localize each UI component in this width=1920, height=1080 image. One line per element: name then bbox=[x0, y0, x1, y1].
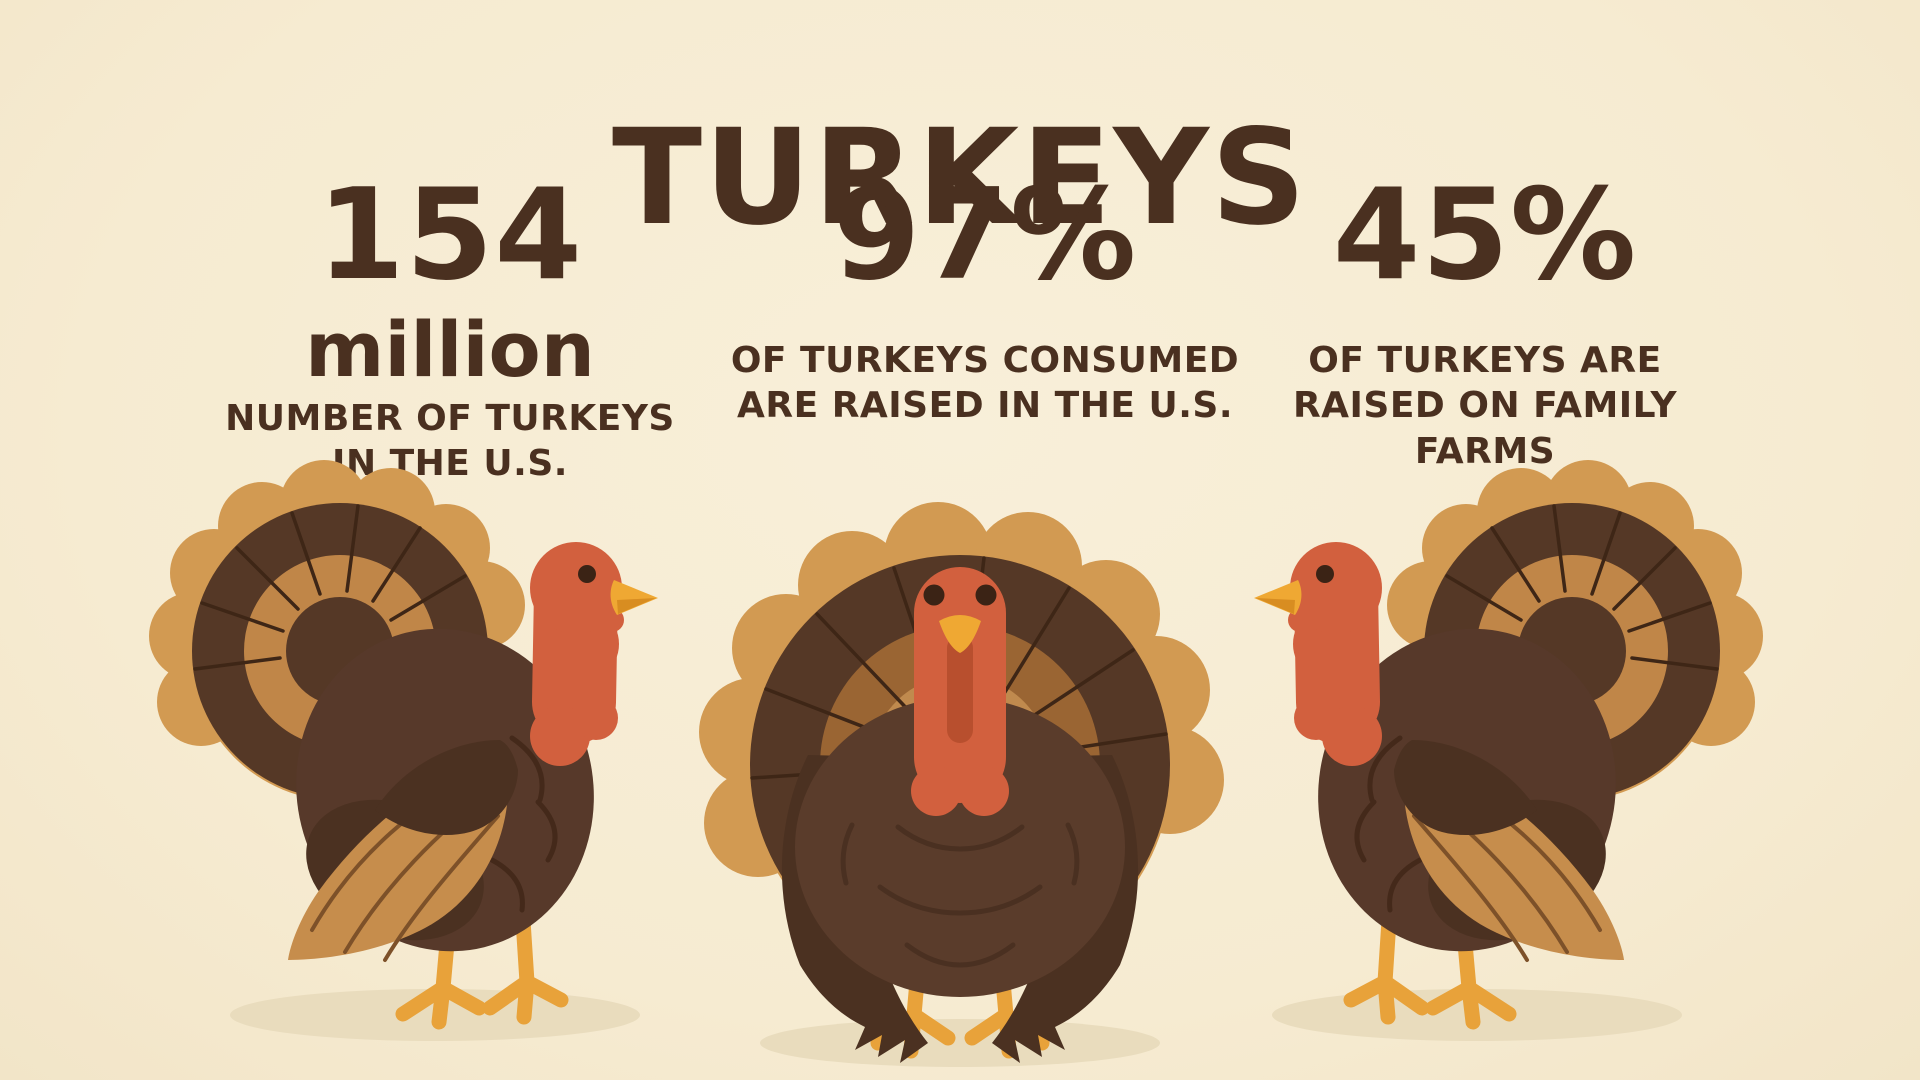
stat-value: 97% bbox=[832, 161, 1138, 308]
eye bbox=[975, 584, 997, 606]
beak bbox=[1254, 580, 1302, 615]
eye bbox=[1316, 565, 1334, 583]
stat-turkey-count: 154 million NUMBER OF TURKEYS IN THE U.S… bbox=[170, 172, 730, 487]
snood bbox=[947, 635, 973, 743]
turkey-illustration-middle bbox=[660, 495, 1260, 1075]
head bbox=[530, 542, 622, 634]
turkey-side-svg bbox=[1254, 460, 1763, 1041]
ground-shadow bbox=[760, 1019, 1160, 1067]
wing bbox=[1394, 740, 1624, 962]
stat-caption: OF TURKEYS CONSUMED ARE RAISED IN THE U.… bbox=[730, 340, 1240, 427]
wattle-drop bbox=[1293, 621, 1319, 667]
turkey-front-svg bbox=[699, 502, 1224, 1067]
wattle-lobe bbox=[911, 766, 961, 816]
beak bbox=[610, 580, 658, 615]
eye bbox=[578, 565, 596, 583]
head-and-neck bbox=[1254, 542, 1382, 766]
page-title: TURKEYS bbox=[612, 101, 1308, 256]
stat-caption: NUMBER OF TURKEYS IN THE U.S. bbox=[225, 398, 675, 485]
beak-shade bbox=[1256, 598, 1295, 614]
body bbox=[781, 697, 1139, 1063]
wattle-lobe bbox=[959, 766, 1009, 816]
head bbox=[1290, 542, 1382, 634]
stat-family-farms: 45% OF TURKEYS ARE RAISED ON FAMILY FARM… bbox=[1205, 172, 1765, 474]
stat-value: 45% bbox=[1332, 161, 1638, 308]
stat-caption: OF TURKEYS ARE RAISED ON FAMILY FARMS bbox=[1292, 340, 1678, 472]
head-and-neck bbox=[530, 542, 658, 766]
wattle-drop bbox=[593, 621, 619, 667]
eye bbox=[923, 584, 945, 606]
stat-unit: million bbox=[305, 305, 595, 394]
wing bbox=[288, 740, 518, 962]
beak bbox=[939, 615, 981, 653]
turkey-illustration-right bbox=[1212, 440, 1772, 1045]
stat-consumed-raised-us: 97% OF TURKEYS CONSUMED ARE RAISED IN TH… bbox=[705, 172, 1265, 429]
beak-shade bbox=[617, 598, 656, 614]
turkey-side-svg bbox=[149, 460, 658, 1041]
head-and-neck bbox=[911, 567, 1009, 816]
turkey-illustration-left bbox=[140, 440, 700, 1045]
stat-value: 154 bbox=[316, 161, 583, 308]
